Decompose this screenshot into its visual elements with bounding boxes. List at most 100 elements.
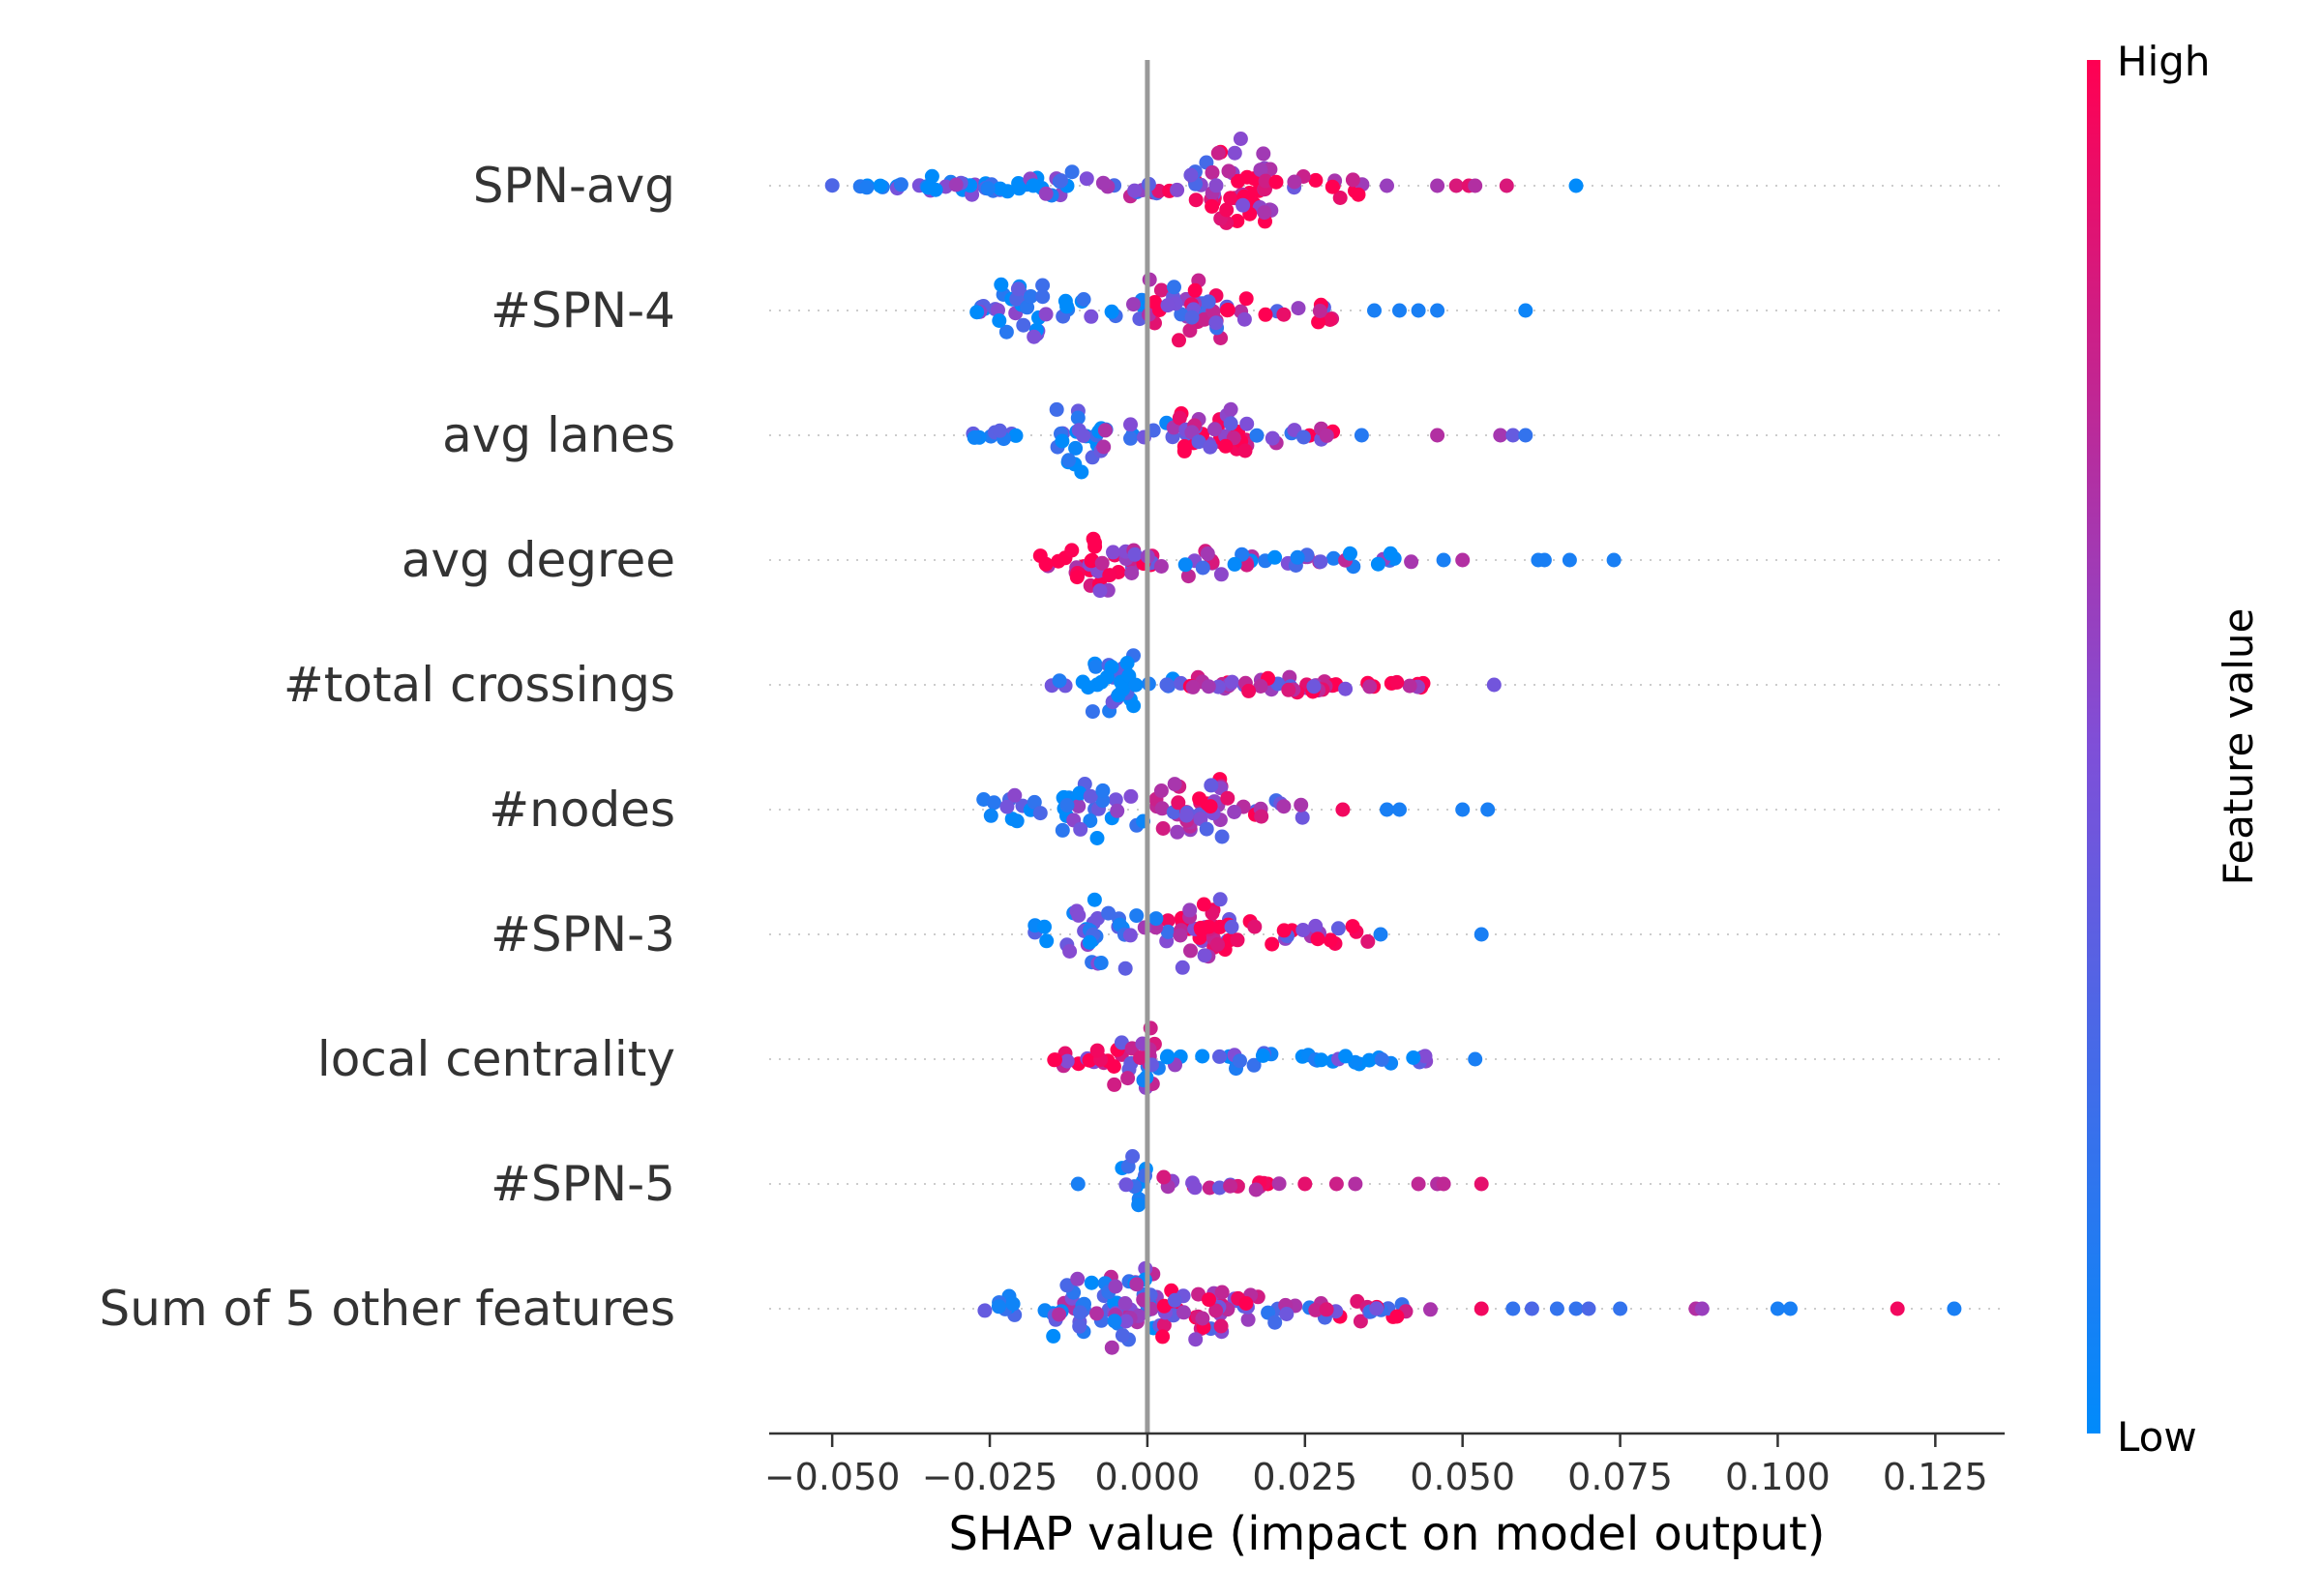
shap-point xyxy=(1295,810,1310,825)
shap-point xyxy=(1238,1296,1254,1311)
shap-point xyxy=(1239,169,1255,185)
shap-point xyxy=(1160,924,1176,939)
shap-point xyxy=(1117,1296,1133,1311)
shap-point xyxy=(1247,919,1263,934)
shap-point xyxy=(1606,552,1622,568)
shap-point xyxy=(1536,552,1552,568)
shap-point xyxy=(1295,923,1311,937)
shap-point xyxy=(1032,806,1048,821)
shap-point xyxy=(1406,1050,1421,1065)
shap-point xyxy=(893,177,908,192)
shap-point xyxy=(1271,1176,1287,1192)
shap-point xyxy=(1095,175,1111,191)
shap-point xyxy=(1348,1176,1363,1192)
shap-point xyxy=(1117,961,1133,976)
shap-point xyxy=(1082,1052,1097,1068)
x-tick-label: 0.125 xyxy=(1883,1456,1988,1498)
shap-point xyxy=(1188,192,1204,208)
shap-point xyxy=(1032,548,1048,564)
shap-point xyxy=(1089,831,1105,845)
shap-point xyxy=(1308,1302,1324,1317)
shap-point xyxy=(1208,1303,1224,1318)
shap-point xyxy=(1362,679,1378,695)
shap-point xyxy=(1311,314,1326,330)
feature-row-points xyxy=(966,401,1533,480)
shap-point xyxy=(1291,301,1306,316)
shap-point xyxy=(1104,304,1119,319)
shap-point xyxy=(1127,183,1143,198)
shap-point xyxy=(1085,704,1100,720)
shap-point xyxy=(1254,809,1269,824)
shap-point xyxy=(1246,1057,1262,1073)
shap-point xyxy=(1256,146,1271,162)
shap-point xyxy=(1104,660,1119,675)
shap-point xyxy=(1051,553,1066,569)
shap-point xyxy=(1155,1329,1171,1345)
shap-point xyxy=(1417,1049,1433,1064)
shap-point xyxy=(1037,919,1052,934)
shap-point xyxy=(1369,1301,1384,1316)
shap-point xyxy=(1059,1278,1075,1293)
feature-label: avg lanes xyxy=(442,407,675,463)
shap-point xyxy=(1072,785,1087,801)
shap-point xyxy=(1220,303,1235,318)
shap-point xyxy=(1073,821,1088,837)
shap-point xyxy=(1367,303,1382,318)
shap-point xyxy=(1411,303,1426,318)
shap-point xyxy=(1026,178,1041,193)
shap-point xyxy=(1325,179,1340,194)
feature-row-points xyxy=(969,272,1533,348)
shap-point xyxy=(1087,892,1102,907)
shap-point xyxy=(1770,1301,1785,1316)
shap-point xyxy=(1430,303,1445,318)
shap-point xyxy=(1183,167,1199,183)
shap-point xyxy=(1097,423,1113,438)
shap-point xyxy=(1294,797,1309,813)
shap-point xyxy=(1173,928,1188,943)
shap-point xyxy=(1493,428,1508,443)
feature-label: #SPN-5 xyxy=(491,1156,675,1212)
shap-point xyxy=(1343,546,1357,561)
shap-point xyxy=(1230,214,1245,228)
shap-point xyxy=(1253,679,1268,694)
shap-point xyxy=(1402,678,1417,694)
shap-point xyxy=(1455,802,1471,817)
shap-point xyxy=(1159,677,1175,693)
shap-point xyxy=(1124,566,1140,580)
shap-point xyxy=(1187,282,1203,298)
shap-point xyxy=(1016,317,1031,333)
shap-point xyxy=(1151,184,1167,198)
shap-point xyxy=(1172,410,1187,426)
shap-point xyxy=(1071,907,1087,923)
shap-point xyxy=(1110,803,1125,818)
shap-point xyxy=(1499,178,1514,193)
shap-point xyxy=(1345,172,1360,188)
shap-point xyxy=(1233,132,1248,146)
shap-point xyxy=(1265,430,1280,446)
shap-point xyxy=(1323,932,1338,948)
shap-point xyxy=(1178,808,1194,823)
shap-point xyxy=(1380,178,1394,193)
shap-point xyxy=(1474,927,1489,942)
shap-point xyxy=(1107,1314,1122,1329)
feature-row-points xyxy=(1027,892,1489,976)
shap-point xyxy=(1221,163,1236,179)
shap-point xyxy=(991,1299,1006,1315)
shap-point xyxy=(1070,1176,1086,1192)
shap-point xyxy=(1125,1149,1141,1164)
feature-row-points xyxy=(1032,531,1622,599)
shap-point xyxy=(1108,792,1123,808)
shap-point xyxy=(1061,453,1077,468)
shap-point xyxy=(967,429,982,445)
shap-point xyxy=(1468,178,1483,193)
shap-point xyxy=(1159,1049,1175,1065)
shap-point xyxy=(1127,547,1143,562)
shap-point xyxy=(1005,1296,1021,1312)
shap-point xyxy=(1008,428,1024,443)
shap-point xyxy=(1055,822,1070,838)
shap-point xyxy=(1049,401,1064,417)
feature-row-points xyxy=(1070,1149,1489,1213)
shap-point xyxy=(1153,783,1169,798)
colorbar-title: Feature value xyxy=(2215,608,2262,886)
shap-point xyxy=(824,178,840,193)
